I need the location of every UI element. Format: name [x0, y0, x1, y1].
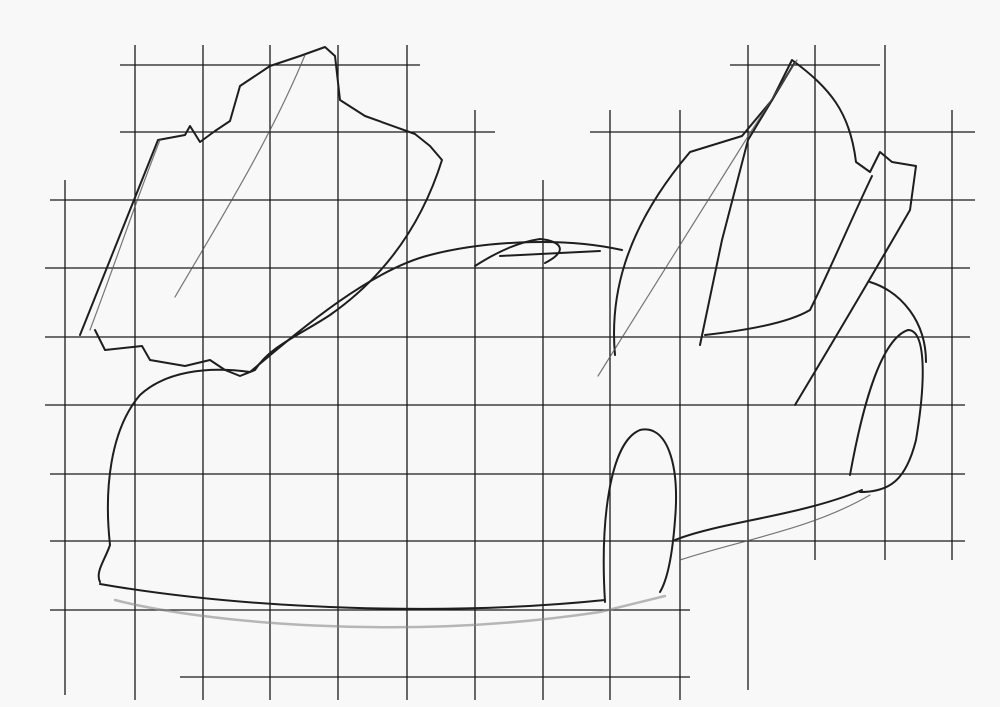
left-door — [79, 46, 443, 377]
side-sill-shadow — [679, 494, 871, 561]
car-sketch — [79, 46, 927, 629]
right-door-inner — [699, 61, 873, 346]
grid-lines — [45, 45, 975, 700]
front-lip — [99, 583, 606, 610]
lower-shadow — [113, 594, 667, 629]
side-sill — [674, 489, 863, 541]
rear-haunch — [869, 281, 927, 363]
car-body-outline — [97, 240, 623, 583]
front-wheel-arch — [602, 428, 677, 603]
hood-vent — [474, 238, 601, 267]
left-door-window-line-2 — [89, 139, 161, 331]
right-door — [612, 59, 917, 406]
left-door-window-line — [174, 54, 306, 298]
windshield-streak — [597, 59, 798, 377]
rear-wheel-arch — [849, 329, 924, 493]
